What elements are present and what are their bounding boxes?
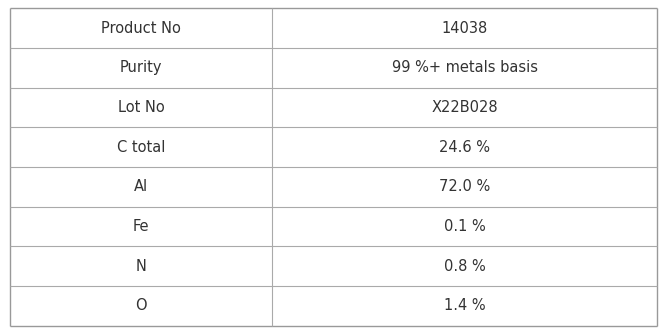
Text: X22B028: X22B028 <box>431 100 498 115</box>
Text: 24.6 %: 24.6 % <box>439 140 490 155</box>
Text: O: O <box>135 298 147 313</box>
Text: Product No: Product No <box>101 21 181 36</box>
Text: 99 %+ metals basis: 99 %+ metals basis <box>392 60 538 75</box>
Text: 0.1 %: 0.1 % <box>444 219 486 234</box>
Text: Purity: Purity <box>120 60 162 75</box>
Text: 72.0 %: 72.0 % <box>439 179 490 194</box>
Text: Lot No: Lot No <box>117 100 164 115</box>
Text: 1.4 %: 1.4 % <box>444 298 486 313</box>
Text: 14038: 14038 <box>442 21 488 36</box>
Text: N: N <box>135 259 147 274</box>
Text: Fe: Fe <box>133 219 149 234</box>
Text: C total: C total <box>117 140 165 155</box>
Text: Al: Al <box>134 179 148 194</box>
Text: 0.8 %: 0.8 % <box>444 259 486 274</box>
